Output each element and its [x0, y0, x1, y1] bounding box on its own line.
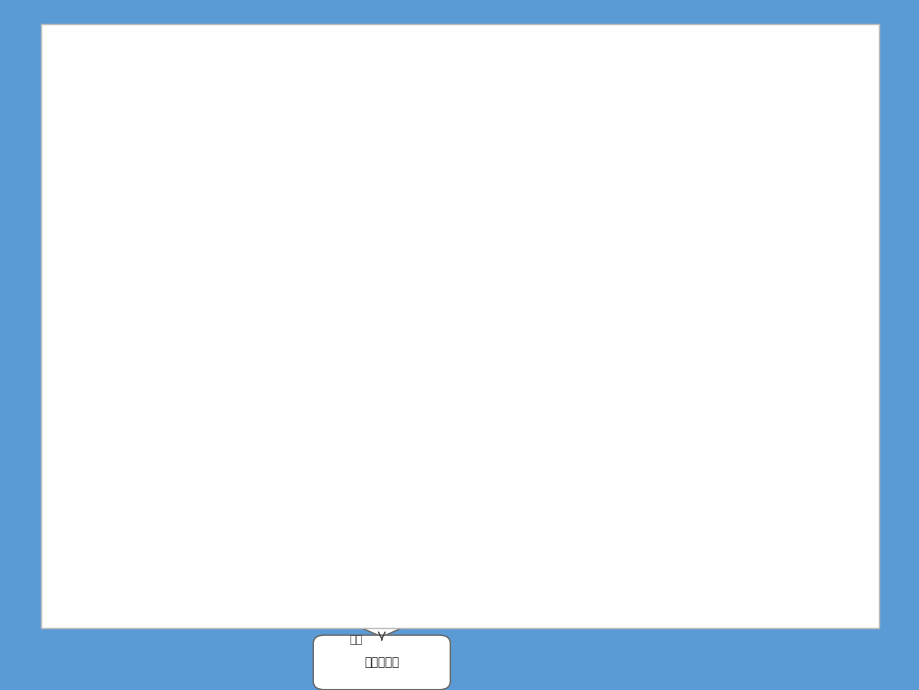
Text: 3. 单据必须连续编号，连续使用，作废必须经过管理层: 3. 单据必须连续编号，连续使用，作废必须经过管理层 — [492, 179, 680, 192]
Text: 领料车间主任
审批: 领料车间主任 审批 — [227, 161, 269, 191]
Text: 是否最后一道
工序？: 是否最后一道 工序？ — [360, 455, 403, 486]
Circle shape — [197, 363, 232, 389]
Text: 通过: 通过 — [212, 212, 225, 221]
Text: 4: 4 — [302, 292, 310, 304]
Text: 原材料领料单: 原材料领料单 — [85, 170, 127, 182]
Text: 成品入库单: 成品入库单 — [364, 539, 399, 551]
Text: 记生产台帐: 记生产台帐 — [492, 351, 541, 364]
Text: 仓库据此发货: 仓库据此发货 — [227, 246, 269, 258]
Circle shape — [431, 504, 466, 531]
Text: 否: 否 — [471, 595, 479, 605]
Text: 1. 公司财产保证安全: 1. 公司财产保证安全 — [492, 92, 567, 105]
Text: 1: 1 — [177, 161, 185, 174]
Text: 9)仓库保管员清点无误，并确认质量部已进行质量检验: 9)仓库保管员清点无误，并确认质量部已进行质量检验 — [492, 496, 676, 509]
FancyBboxPatch shape — [216, 448, 345, 493]
Text: 相符: 相符 — [492, 395, 518, 407]
Text: 注释：: 注释： — [492, 219, 514, 232]
Text: 1. 物流过程必须由相应的单据支持: 1. 物流过程必须由相应的单据支持 — [492, 149, 612, 161]
Text: 一份及领料单回车间: 一份及领料单回车间 — [492, 322, 571, 335]
FancyBboxPatch shape — [44, 66, 167, 134]
FancyBboxPatch shape — [51, 150, 160, 196]
Text: 确认: 确认 — [349, 635, 362, 645]
Text: 务部一份，一份备用: 务部一份，一份备用 — [492, 482, 571, 494]
FancyBboxPatch shape — [317, 521, 446, 564]
Text: 理，连续编号，连续使用，作废必须经过管理层的批: 理，连续编号，连续使用，作废必须经过管理层的批 — [492, 264, 676, 277]
Circle shape — [289, 285, 323, 311]
Polygon shape — [317, 439, 446, 502]
Text: 的批准，管理层定期检查: 的批准，管理层定期检查 — [492, 194, 586, 206]
Text: 使用，作废必须经过管理层的批准: 使用，作废必须经过管理层的批准 — [492, 424, 616, 436]
Text: 2: 2 — [307, 135, 314, 148]
Circle shape — [164, 155, 199, 181]
Text: 内控目标：: 内控目标： — [492, 77, 529, 89]
Text: 3: 3 — [302, 219, 310, 232]
Text: 1)原材料领料单一式四份，一份仓库留底，一份领料车: 1)原材料领料单一式四份，一份仓库留底，一份领料车 — [492, 235, 676, 248]
Text: 准: 准 — [492, 279, 511, 291]
Text: 台帐: 台帐 — [153, 394, 168, 406]
Text: 8)成品入库单一式四份，仓库一份，送交车间一份，财: 8)成品入库单一式四份，仓库一份，送交车间一份，财 — [492, 467, 676, 480]
Text: 控制”；）；与财务部对帐，确保车间台帐与财务部: 控制”；）；与财务部对帐，确保车间台帐与财务部 — [492, 380, 675, 393]
Circle shape — [327, 354, 362, 380]
Polygon shape — [317, 580, 446, 637]
Text: 2. 管理层清晰了解存货在公司内部流转情况: 2. 管理层清晰了解存货在公司内部流转情况 — [492, 108, 642, 120]
Circle shape — [327, 431, 362, 457]
Text: 5)日常进行盘点，确保帐实相符（参见6.5“盘点流程的: 5)日常进行盘点，确保帐实相符（参见6.5“盘点流程的 — [492, 366, 688, 378]
Text: 仓库确认: 仓库确认 — [368, 602, 395, 615]
Text: 不通过: 不通过 — [227, 83, 246, 92]
Text: 5.4 生产内部物流的控制: 5.4 生产内部物流的控制 — [312, 30, 423, 46]
Text: 关键控制点：: 关键控制点： — [492, 133, 537, 146]
Text: 进入生产过程，记
录生产台帐: 进入生产过程，记 录生产台帐 — [221, 309, 276, 339]
Text: 产成品入库: 产成品入库 — [364, 656, 399, 669]
Circle shape — [431, 568, 466, 594]
Text: 领料车间及发出车
间主任签字: 领料车间及发出车 间主任签字 — [253, 455, 308, 486]
Text: 2. 单据必须经过相关人员签字，由相关部门保存: 2. 单据必须经过相关人员签字，由相关部门保存 — [492, 164, 657, 177]
Text: 9: 9 — [445, 575, 452, 587]
Circle shape — [293, 128, 328, 155]
Text: 5: 5 — [210, 370, 218, 382]
Text: 底，一份领料车间保存，一份交财务部，一份备用: 底，一份领料车间保存，一份交财务部，一份备用 — [492, 453, 668, 465]
Text: 7: 7 — [341, 438, 348, 451]
Text: 否: 否 — [471, 457, 479, 467]
Text: 材料、半成品内部
流转单: 材料、半成品内部 流转单 — [253, 385, 308, 415]
FancyBboxPatch shape — [196, 229, 301, 274]
Text: 8: 8 — [445, 511, 452, 524]
Text: 4)车间统计员复核领入的材料数量及领料单，并据此登: 4)车间统计员复核领入的材料数量及领料单，并据此登 — [492, 337, 676, 349]
FancyBboxPatch shape — [121, 381, 200, 419]
Text: 6)“材料、半成品流转单”全公司统一连续编号，统一: 6)“材料、半成品流转单”全公司统一连续编号，统一 — [492, 409, 675, 422]
Text: 生产需用原材
料: 生产需用原材 料 — [85, 85, 127, 115]
FancyBboxPatch shape — [191, 302, 306, 346]
Text: 7)“材料、半成品流转单”一式四份，一份发出车间留: 7)“材料、半成品流转单”一式四份，一份发出车间留 — [492, 438, 675, 451]
Text: 6: 6 — [341, 361, 348, 373]
Text: 3)发货完成，仓库保管员在领料单上签名，领料人员持: 3)发货完成，仓库保管员在领料单上签名，领料人员持 — [492, 308, 676, 320]
FancyBboxPatch shape — [216, 374, 345, 420]
Text: 间保存，一份交财务部，一份备用，各车间独立管: 间保存，一份交财务部，一份备用，各车间独立管 — [492, 250, 668, 262]
Text: 2)车间主任在领料单上签名，仓库复核签名后发料: 2)车间主任在领料单上签名，仓库复核签名后发料 — [492, 293, 662, 306]
Circle shape — [289, 213, 323, 239]
Text: 是: 是 — [352, 499, 359, 509]
Text: 并通过，在入库单上签字: 并通过，在入库单上签字 — [492, 511, 586, 523]
FancyBboxPatch shape — [312, 635, 449, 690]
Polygon shape — [188, 148, 308, 204]
